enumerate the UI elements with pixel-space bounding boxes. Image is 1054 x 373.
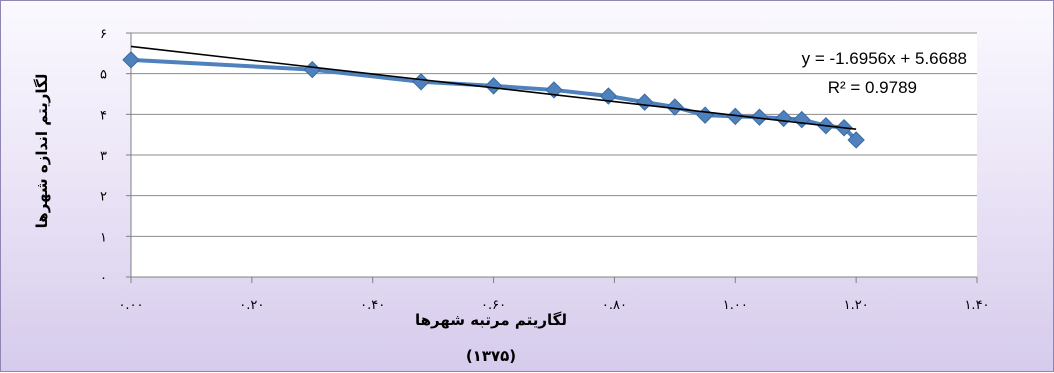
y-tick-labels: ۰ ۱ ۲ ۳ ۴ ۵ ۶ (100, 27, 107, 286)
x-tick-label: ۱.۴۰ (964, 298, 989, 313)
y-tick-label: ۶ (100, 27, 107, 42)
y-axis-title: لگاریتم اندازه شهرها (33, 74, 51, 229)
data-point-diamond (666, 98, 684, 116)
x-tick-label: ۱.۰۰ (723, 298, 748, 313)
x-tick-labels: ۰.۰۰ ۰.۲۰ ۰.۴۰ ۰.۶۰ ۰.۸۰ ۱.۰۰ ۱.۲۰ ۱.۴۰ (118, 298, 989, 313)
x-axis-title: لگاریتم مرتبه شهرها (415, 311, 567, 329)
data-point-diamond (122, 51, 140, 69)
data-point-diamond (484, 77, 503, 95)
data-point-diamond (726, 107, 744, 126)
axes (126, 32, 978, 283)
r-squared-label: R² = 0.9789 (828, 78, 917, 97)
data-point-diamond (774, 109, 793, 128)
trendline (130, 45, 857, 131)
x-tick-label: ۱.۲۰ (844, 298, 869, 313)
x-tick-label: ۰.۰۰ (118, 298, 143, 313)
y-tick-label: ۴ (100, 108, 107, 123)
x-axis-subtitle: (۱۳۷۵) (466, 347, 516, 365)
y-tick-label: ۰ (100, 271, 107, 286)
trendline-layer (130, 45, 857, 131)
x-tick-label: ۰.۸۰ (602, 298, 627, 313)
data-point-diamond (750, 108, 769, 126)
y-tick-label: ۳ (100, 149, 107, 164)
x-tick-label: ۰.۴۰ (360, 298, 385, 313)
y-tick-label: ۵ (100, 68, 107, 83)
trendline-equation: y = -1.6956x + 5.6688 (802, 49, 967, 68)
data-point-diamond (847, 131, 865, 149)
x-tick-label: ۰.۲۰ (239, 298, 264, 313)
x-tick-label: ۰.۶۰ (481, 298, 506, 313)
gridlines (131, 32, 977, 237)
y-tick-label: ۱ (100, 230, 107, 245)
y-tick-label: ۲ (100, 190, 107, 205)
